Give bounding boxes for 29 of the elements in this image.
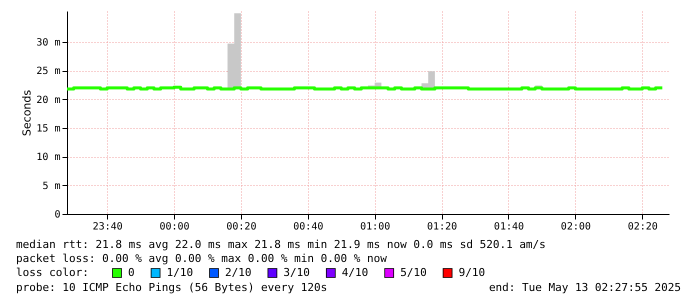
y-tick-label: 25 m xyxy=(36,66,60,78)
legend-label: 2/10 xyxy=(225,266,252,279)
text: probe: 10 ICMP Echo Pings (56 Bytes) every 120s xyxy=(16,281,328,294)
legend-label: 3/10 xyxy=(283,266,310,279)
y-axis-title: Seconds xyxy=(20,90,34,136)
x-tick-label: 00:20 xyxy=(226,222,256,232)
y-tick-label: 5 m xyxy=(42,180,60,192)
text: median rtt: 21.8 ms avg 22.0 ms max 21.8 ms min 21.9 ms now 0.0 ms sd 520.1 am/s xyxy=(16,238,546,251)
text: end: Tue May 13 02:27:55 2025 xyxy=(488,281,681,294)
legend-label: 5/10 xyxy=(400,266,427,279)
legend-label: 0 xyxy=(128,266,135,279)
legend-label: 1/10 xyxy=(166,266,194,279)
legend-title: loss color: xyxy=(16,266,89,279)
y-tick-label: 30 m xyxy=(36,37,60,48)
text: packet loss: 0.00 % avg 0.00 % max 0.00 % min 0.00 % now xyxy=(16,252,388,265)
x-tick-label: 01:20 xyxy=(427,222,458,232)
y-tick-label: 0 xyxy=(54,210,60,220)
x-tick-label: 01:00 xyxy=(360,222,390,232)
legend-label: 9/10 xyxy=(458,266,486,279)
x-tick-label: 01:40 xyxy=(494,222,524,232)
x-tick-label: 23:40 xyxy=(92,222,123,232)
y-tick-label: 10 m xyxy=(36,152,60,164)
x-tick-label: 02:20 xyxy=(628,222,658,232)
x-tick-label: 00:00 xyxy=(159,222,190,232)
x-tick-label: 00:40 xyxy=(293,222,324,232)
legend-label: 4/10 xyxy=(342,266,368,279)
y-tick-label: 15 m xyxy=(36,123,60,134)
y-tick-label: 20 m xyxy=(36,94,60,106)
x-tick-label: 02:00 xyxy=(560,222,591,232)
